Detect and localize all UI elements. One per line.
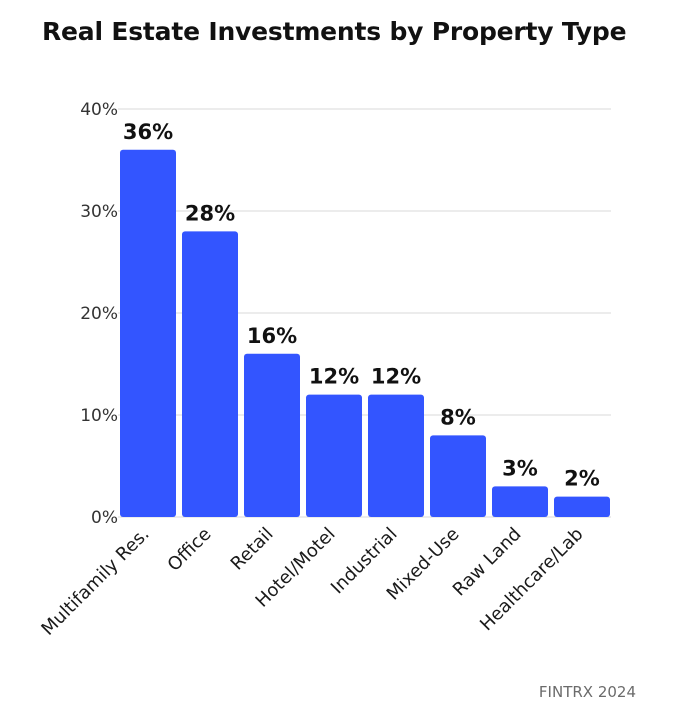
bar bbox=[554, 496, 610, 517]
bar bbox=[244, 353, 300, 517]
y-tick-label: 0% bbox=[91, 508, 118, 528]
data-label: 12% bbox=[309, 365, 359, 389]
y-tick-label: 40% bbox=[80, 100, 118, 120]
data-label: 36% bbox=[123, 120, 173, 144]
bars bbox=[120, 149, 610, 518]
x-tick-label: Retail bbox=[227, 524, 278, 575]
chart-title: Real Estate Investments by Property Type bbox=[42, 17, 627, 46]
data-label: 12% bbox=[371, 365, 421, 389]
bar bbox=[430, 435, 486, 517]
y-axis-ticks: 0% 10% 20% 30% 40% bbox=[80, 100, 118, 528]
data-labels: 36% 28% 16% 12% 12% 8% 3% 2% bbox=[123, 120, 600, 491]
data-label: 8% bbox=[440, 405, 476, 429]
y-tick-label: 10% bbox=[80, 406, 118, 426]
bar bbox=[306, 394, 362, 517]
data-label: 28% bbox=[185, 201, 235, 225]
source-note: FINTRX 2024 bbox=[538, 683, 636, 701]
data-label: 2% bbox=[564, 467, 600, 491]
data-label: 3% bbox=[502, 456, 538, 480]
x-tick-label: Office bbox=[164, 524, 216, 576]
data-label: 16% bbox=[247, 324, 297, 348]
bar bbox=[492, 486, 548, 517]
bar bbox=[120, 149, 176, 518]
x-axis-labels: Multifamily Res. Office RetailHotel/MotelI… bbox=[37, 524, 587, 640]
bar bbox=[182, 231, 238, 517]
x-tick-label: Multifamily Res. bbox=[37, 524, 153, 640]
y-tick-label: 30% bbox=[80, 202, 118, 222]
bar bbox=[368, 394, 424, 517]
y-tick-label: 20% bbox=[80, 304, 118, 324]
